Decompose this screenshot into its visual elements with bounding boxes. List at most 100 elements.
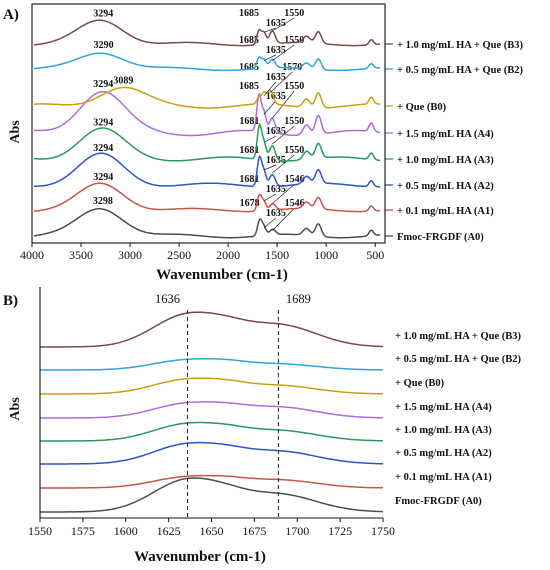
panel-b-series-line-5 <box>40 377 383 395</box>
peak-label-7-3: 1550 <box>284 8 304 19</box>
panel-b-x-tick-label-7: 1725 <box>328 524 352 538</box>
panel-b-series-line-6 <box>40 358 384 371</box>
peak-label-0-3: 1546 <box>285 198 305 209</box>
panel-b: B) Abs Fmoc-FRGDF (A0) + 0.1 mg/mL HA (A1… <box>3 287 522 565</box>
peak-label-6-0: 3290 <box>94 40 114 51</box>
panel-b-x-tick-label-0: 1550 <box>28 524 52 538</box>
series-7-group: + 1.0 mg/mL HA + Que (B3)3294 16851635155… <box>33 8 524 51</box>
panel-a: A) Abs Fmoc-FRGDF (A0)3298 167816351546+ … <box>3 3 524 283</box>
panel-b-series-0-group: Fmoc-FRGDF (A0) <box>40 477 482 513</box>
panel-b-axes: 1636 1689 1550 1575 1600 1625 1650 1675 1700 1725… <box>28 287 395 538</box>
panel-b-series-1-group: + 0.1 mg/mL HA (A1) <box>40 472 492 489</box>
peak-label-5-0: 3089 <box>113 75 133 86</box>
peak-label-0-2: 1635 <box>266 208 286 219</box>
peak-label-1-0: 3294 <box>93 172 113 183</box>
peak-pointer-7-2 <box>263 27 277 33</box>
legend-label-6: + 0.5 mg/mL HA + Que (B2) <box>397 65 524 76</box>
peak-pointer-5-3 <box>270 71 293 93</box>
peak-label-5-2: 1635 <box>266 72 286 83</box>
peak-pointer-0-2 <box>263 217 277 228</box>
legend-label-0: Fmoc-FRGDF (A0) <box>397 232 484 243</box>
peak-label-3-0: 3294 <box>93 117 113 128</box>
panel-b-traces: Fmoc-FRGDF (A0) + 0.1 mg/mL HA (A1) + 0.5 … <box>40 311 522 513</box>
panel-b-x-tick-label-4: 1650 <box>200 524 224 538</box>
panel-b-y-axis-title: Abs <box>8 397 23 421</box>
peak-label-5-1: 1685 <box>239 62 259 73</box>
legend-label-3: + 1.0 mg/mL HA (A3) <box>397 155 494 166</box>
legend-label-2: + 0.5 mg/mL HA (A2) <box>397 181 494 192</box>
peak-pointer-2-2 <box>263 164 277 171</box>
peak-label-3-2: 1635 <box>266 126 286 137</box>
peak-pointer-1-3 <box>272 183 295 204</box>
peak-label-4-0: 3294 <box>93 79 113 90</box>
panel-b-series-3-group: + 1.0 mg/mL HA (A3) <box>40 421 492 442</box>
series-6-group: + 0.5 mg/mL HA + Que (B2) 3290 1685 1635155… <box>33 35 524 76</box>
peak-label-3-3: 1550 <box>284 116 304 127</box>
reference-label-1: 1689 <box>286 292 311 306</box>
panel-a-x-tick-label-6: 1000 <box>314 248 338 262</box>
series-line-3 <box>33 122 381 162</box>
panel-b-series-line-0 <box>40 477 384 513</box>
peak-label-6-1: 1685 <box>239 35 259 46</box>
panel-a-x-axis-title: Wavenumber (cm-1) <box>156 267 288 283</box>
panel-b-legend-label-0: Fmoc-FRGDF (A0) <box>395 496 482 507</box>
panel-a-x-tick-label-4: 2000 <box>216 248 240 262</box>
panel-a-x-tick-label-7: 500 <box>366 248 384 262</box>
panel-a-x-tick-label-2: 3000 <box>118 248 142 262</box>
panel-b-x-tick-label-5: 1675 <box>242 524 266 538</box>
panel-a-label: A) <box>3 7 19 23</box>
series-line-6 <box>33 52 381 72</box>
peak-pointer-7-3 <box>272 17 295 32</box>
peak-label-1-3: 1546 <box>285 174 305 185</box>
panel-b-legend-label-7: + 1.0 mg/mL HA + Que (B3) <box>395 331 522 342</box>
peak-pointer-2-3 <box>272 154 295 174</box>
legend-label-7: + 1.0 mg/mL HA + Que (B3) <box>397 40 524 51</box>
panel-b-series-line-7 <box>40 311 384 348</box>
panel-b-legend-label-3: + 1.0 mg/mL HA (A3) <box>395 425 492 436</box>
panel-b-x-tick-label-8: 1750 <box>371 524 395 538</box>
peak-pointer-1-2 <box>263 193 277 202</box>
series-line-4 <box>34 90 381 137</box>
peak-label-2-3: 1550 <box>284 145 304 156</box>
panel-a-x-tick-label-1: 3500 <box>69 248 93 262</box>
peak-label-7-0: 3294 <box>93 9 113 20</box>
panel-b-label: B) <box>3 293 18 309</box>
panel-b-series-line-2 <box>40 441 383 465</box>
peak-label-7-2: 1635 <box>266 18 286 29</box>
peak-label-3-1: 1681 <box>239 116 259 127</box>
series-line-2 <box>34 152 381 188</box>
panel-a-x-tick-label-0: 4000 <box>20 248 44 262</box>
peak-pointer-5-2 <box>263 81 277 97</box>
panel-b-x-tick-label-3: 1625 <box>157 524 181 538</box>
peak-label-4-3: 1550 <box>284 81 304 92</box>
panel-b-legend-label-1: + 0.1 mg/mL HA (A1) <box>395 472 492 483</box>
panel-a-y-axis-title: Abs <box>8 120 23 144</box>
panel-b-series-line-3 <box>40 421 384 442</box>
reference-label-0: 1636 <box>155 292 180 306</box>
peak-label-2-2: 1635 <box>266 155 286 166</box>
peak-label-6-3: 1550 <box>284 35 304 46</box>
peak-label-0-1: 1678 <box>240 198 260 209</box>
panel-a-x-tick-label-3: 2500 <box>167 248 191 262</box>
panel-a-frame <box>31 3 386 244</box>
peak-pointer-6-3 <box>272 44 295 61</box>
peak-label-6-2: 1635 <box>266 45 286 56</box>
series-line-5 <box>34 86 381 109</box>
panel-b-series-4-group: + 1.5 mg/mL HA (A4) <box>40 401 492 419</box>
peak-pointer-3-2 <box>263 135 277 143</box>
panel-b-legend-label-5: + Que (B0) <box>395 378 445 389</box>
peak-label-1-1: 1681 <box>239 174 259 185</box>
legend-label-5: + Que (B0) <box>397 102 447 113</box>
peak-pointer-6-2 <box>263 54 277 61</box>
panel-b-x-tick-label-1: 1575 <box>71 524 95 538</box>
panel-b-legend-label-2: + 0.5 mg/mL HA (A2) <box>395 448 492 459</box>
legend-label-1: + 0.1 mg/mL HA (A1) <box>397 206 494 217</box>
panel-a-axes: 4000 3500 3000 2500 2000 1500 1000 500 <box>20 3 386 262</box>
